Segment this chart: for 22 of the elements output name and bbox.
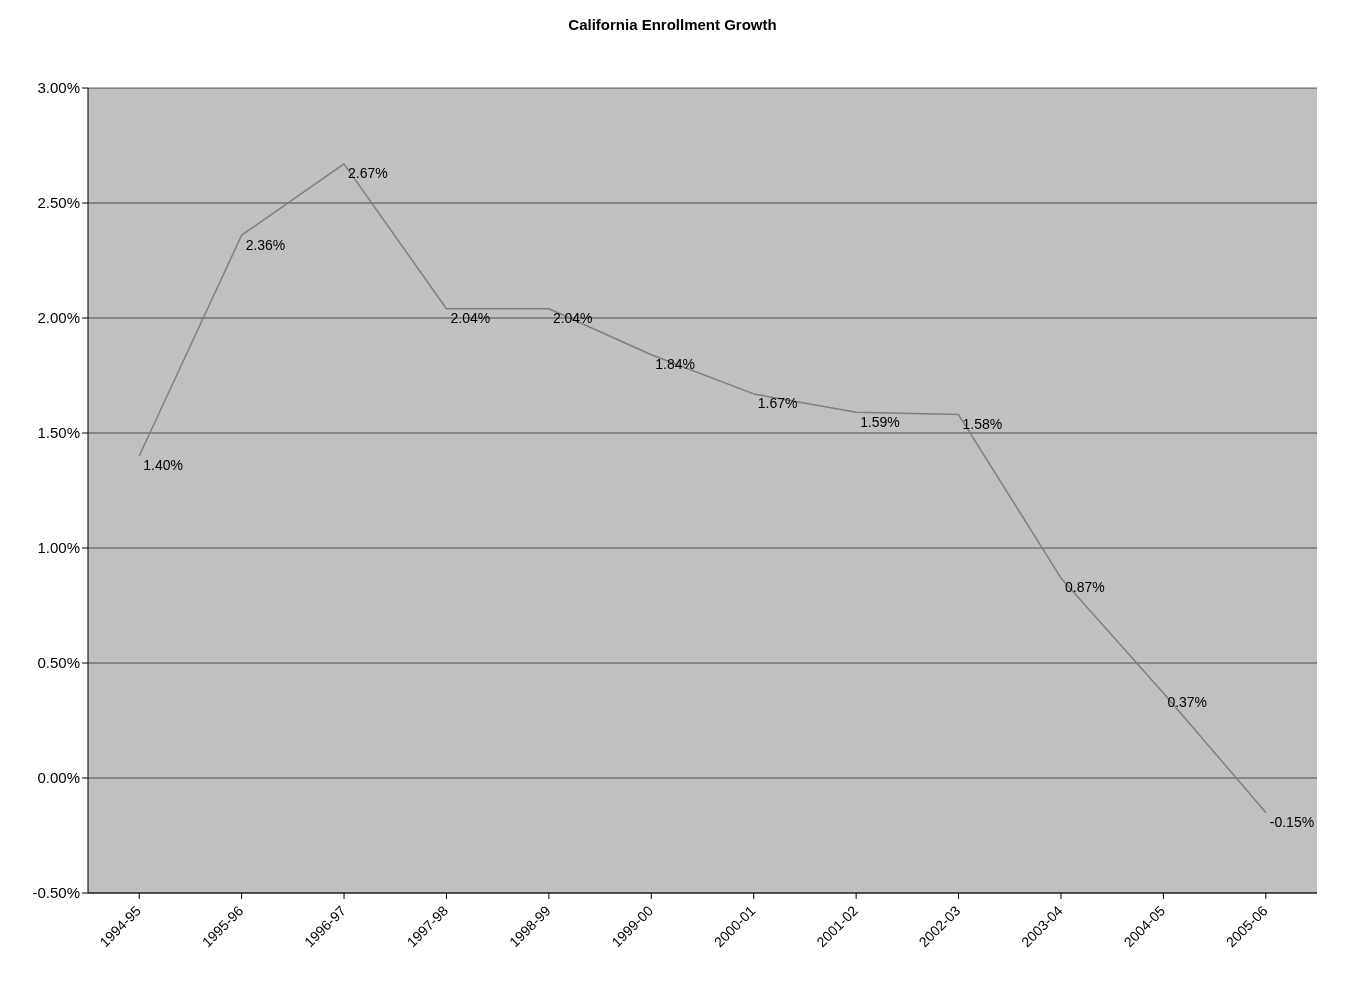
line-series — [138, 163, 1267, 814]
data-label: 1.40% — [143, 457, 183, 474]
data-label: 0.87% — [1064, 579, 1105, 596]
y-tick-label: 1.00% — [37, 539, 80, 557]
data-label: 1.59% — [860, 413, 900, 430]
y-tick-label: 0.50% — [37, 654, 80, 672]
y-tick-label: 0.00% — [37, 769, 80, 787]
data-label: 1.67% — [757, 395, 798, 412]
data-label: 0.37% — [1167, 694, 1208, 711]
y-tick-label: -0.50% — [32, 884, 80, 902]
y-tick-label: 2.50% — [37, 194, 80, 212]
data-label: 2.36% — [245, 236, 286, 253]
data-label: 1.84% — [655, 356, 695, 373]
data-label: 2.04% — [552, 310, 593, 327]
y-tick-label: 2.00% — [37, 309, 80, 327]
data-label: 1.58% — [962, 416, 1003, 433]
data-label: 2.04% — [450, 310, 491, 327]
y-tick-label: 1.50% — [37, 424, 80, 442]
data-label: 2.67% — [348, 165, 388, 182]
data-label: -0.15% — [1269, 813, 1315, 830]
chart-title: California Enrollment Growth — [567, 15, 778, 33]
y-tick-label: 3.00% — [37, 79, 80, 97]
